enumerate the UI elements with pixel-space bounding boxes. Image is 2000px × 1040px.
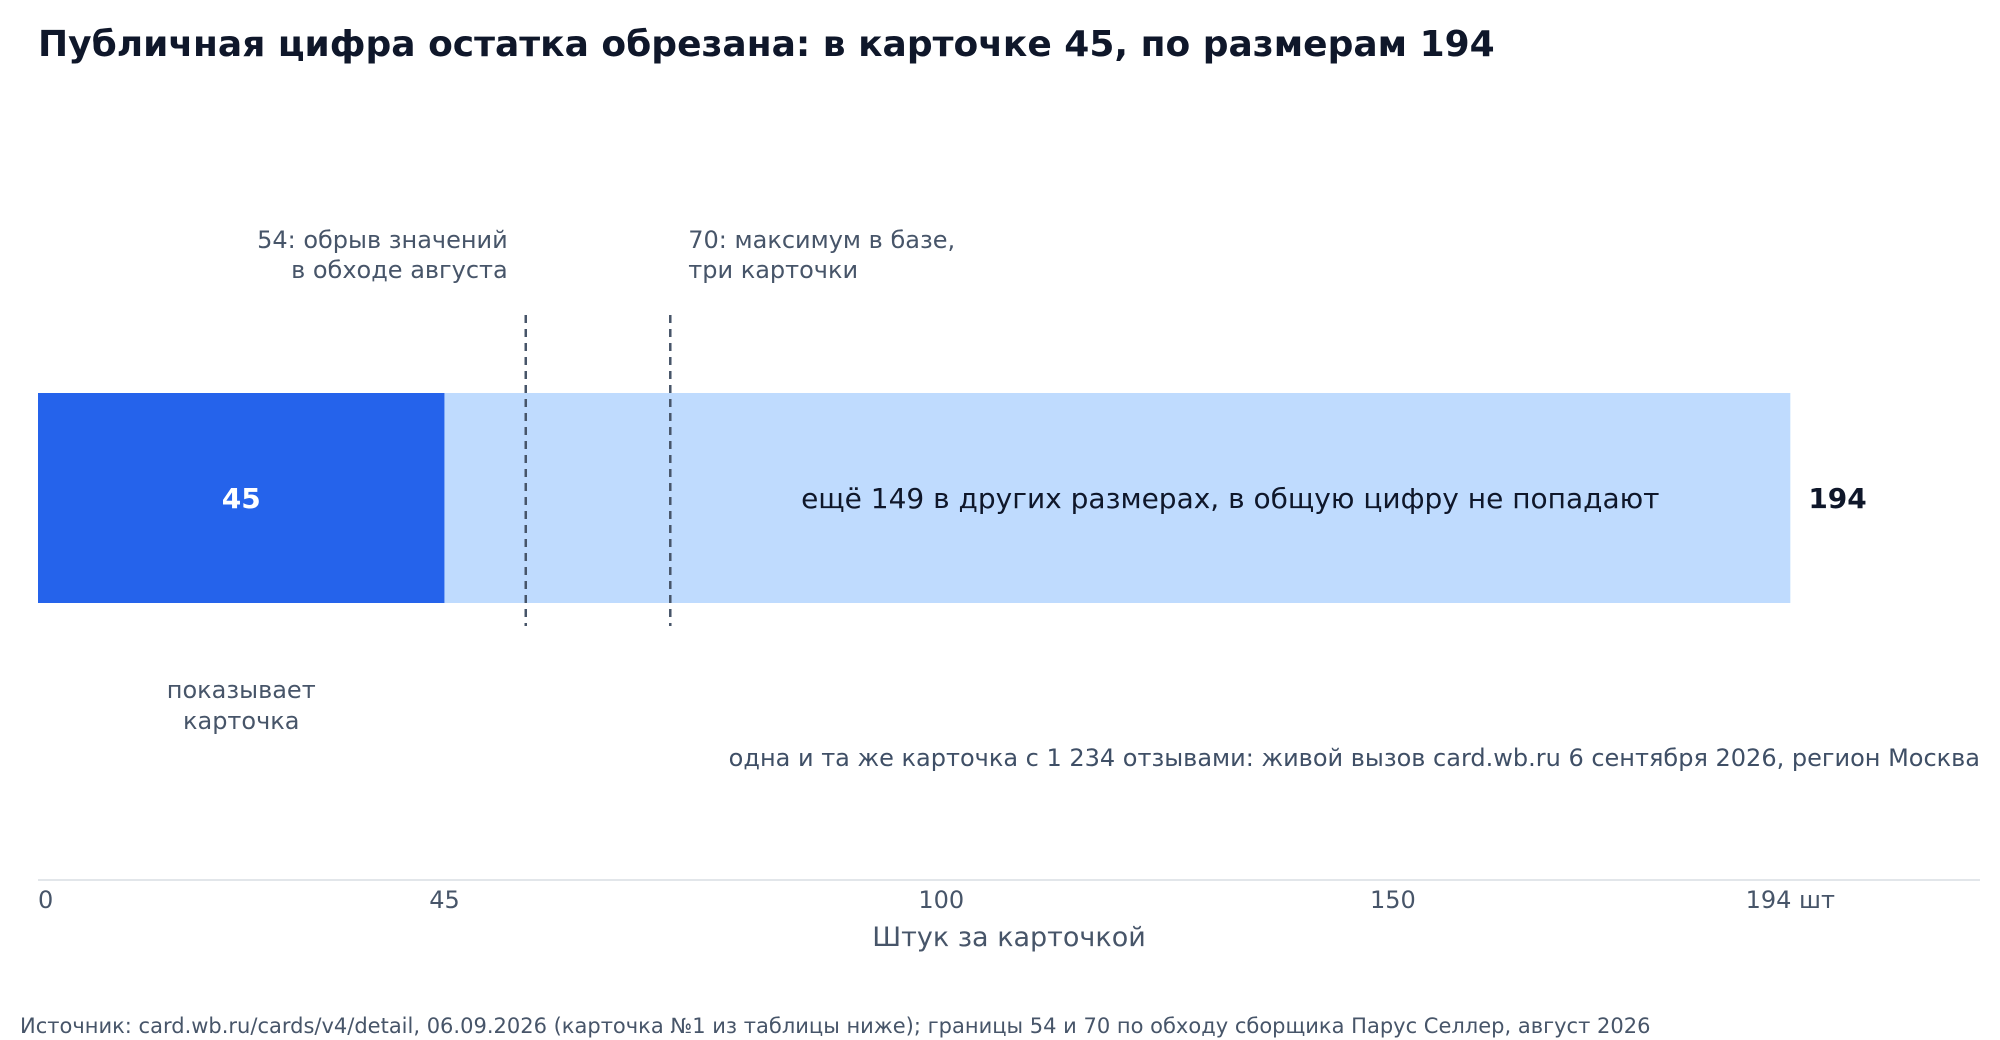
source-note: Источник: card.wb.ru/cards/v4/detail, 06…	[20, 1014, 1650, 1038]
x-axis-label: Штук за карточкой	[872, 922, 1146, 953]
total-label: 194	[1808, 482, 1866, 515]
reference-label-54: 54: обрыв значений в обходе августа	[257, 226, 508, 284]
x-tick-label: 0	[38, 886, 53, 914]
bar-group: 45 показывает карточка ещё 149 в других раз…	[38, 393, 1867, 735]
x-tick-label: 100	[918, 886, 964, 914]
bar-shown-label: 45	[222, 482, 261, 515]
x-tick-label: 150	[1370, 886, 1416, 914]
bar-shown-caption: показывает карточка	[167, 676, 316, 735]
x-tick-label: 194 шт	[1746, 886, 1835, 914]
bar-hidden	[444, 393, 1791, 603]
x-tick-label: 45	[429, 886, 460, 914]
reference-label-70: 70: максимум в базе, три карточки	[688, 226, 955, 284]
reference-lines: 54: обрыв значений в обходе августа 70: ма…	[257, 226, 955, 626]
bar-shown	[38, 393, 445, 603]
chart-title: Публичная цифра остатка обрезана: в карт…	[38, 24, 1495, 65]
bar-hidden-label: ещё 149 в других размерах, в общую цифру…	[801, 482, 1659, 515]
x-axis-ticks: 0 45 100 150 194 шт	[38, 886, 1835, 914]
chart-note: одна и та же карточка с 1 234 отзывами: …	[729, 744, 1980, 772]
